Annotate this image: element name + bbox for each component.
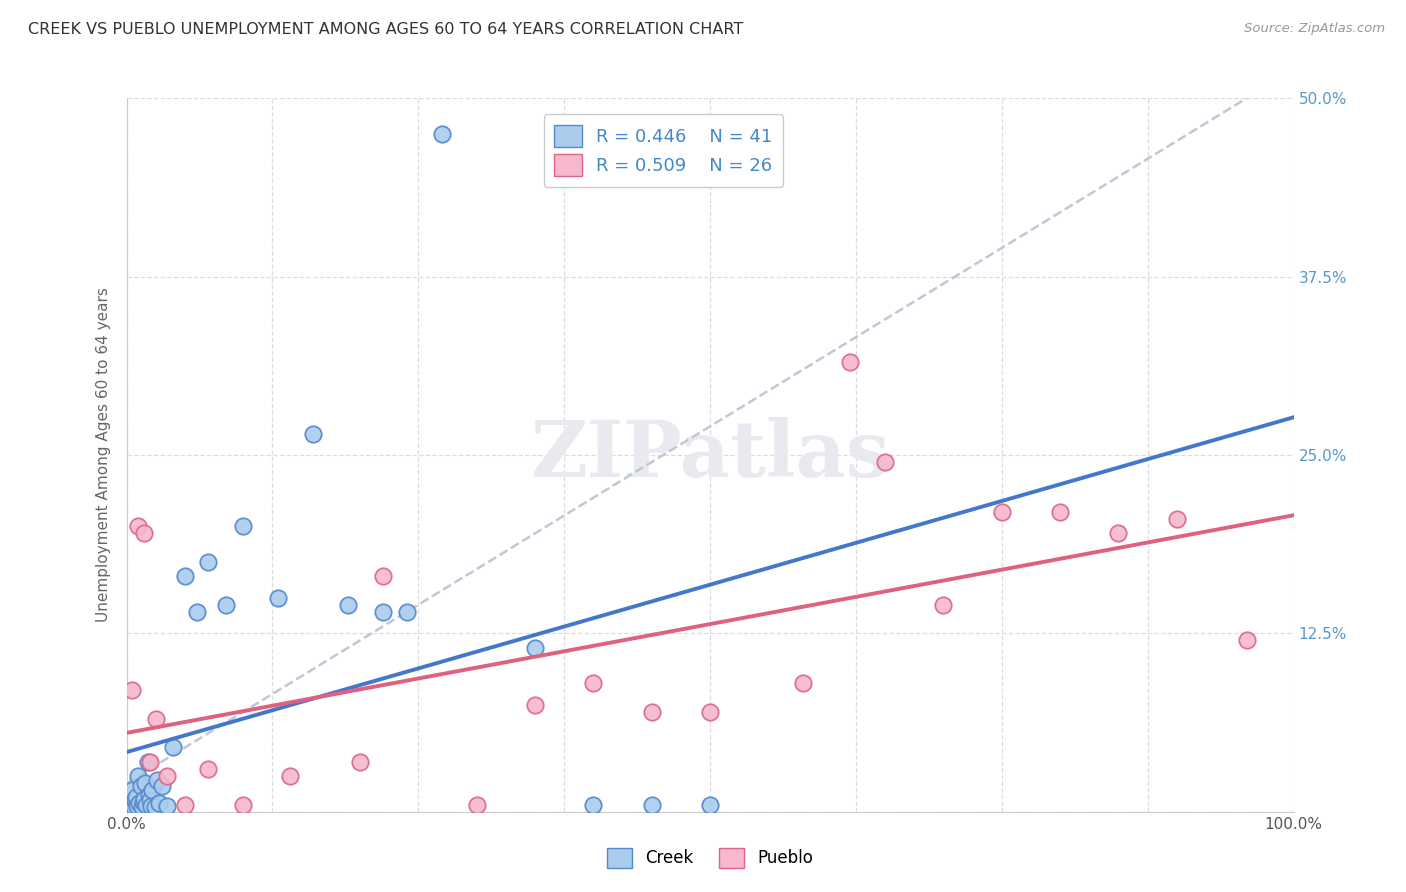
Point xyxy=(232,519,254,533)
Point xyxy=(139,755,162,769)
Point xyxy=(197,762,219,776)
Point xyxy=(373,569,395,583)
Point xyxy=(197,555,219,569)
Point xyxy=(582,797,605,812)
Point xyxy=(122,800,145,814)
Point xyxy=(430,127,453,141)
Point xyxy=(135,797,157,812)
Text: CREEK VS PUEBLO UNEMPLOYMENT AMONG AGES 60 TO 64 YEARS CORRELATION CHART: CREEK VS PUEBLO UNEMPLOYMENT AMONG AGES … xyxy=(28,22,744,37)
Point xyxy=(156,799,179,814)
Point xyxy=(150,779,173,793)
Point xyxy=(120,802,142,816)
Point xyxy=(215,598,238,612)
Point xyxy=(699,797,721,812)
Point xyxy=(141,783,163,797)
Point xyxy=(145,712,167,726)
Point xyxy=(582,676,605,690)
Point xyxy=(136,755,159,769)
Point xyxy=(186,605,208,619)
Point xyxy=(138,788,160,802)
Point xyxy=(699,705,721,719)
Point xyxy=(395,605,418,619)
Point xyxy=(1236,633,1258,648)
Point xyxy=(124,793,146,807)
Point xyxy=(524,640,547,655)
Y-axis label: Unemployment Among Ages 60 to 64 years: Unemployment Among Ages 60 to 64 years xyxy=(96,287,111,623)
Point xyxy=(1166,512,1188,526)
Point xyxy=(174,569,197,583)
Point xyxy=(278,769,301,783)
Point xyxy=(121,783,143,797)
Point xyxy=(128,796,150,810)
Point xyxy=(990,505,1012,519)
Point xyxy=(640,797,664,812)
Point xyxy=(839,355,862,369)
Point xyxy=(337,598,360,612)
Point xyxy=(132,526,155,541)
Point xyxy=(302,426,325,441)
Point xyxy=(148,796,170,810)
Point xyxy=(131,800,153,814)
Point xyxy=(156,769,179,783)
Point xyxy=(174,797,197,812)
Text: ZIPatlas: ZIPatlas xyxy=(530,417,890,493)
Point xyxy=(118,797,141,812)
Legend: Creek, Pueblo: Creek, Pueblo xyxy=(600,841,820,875)
Point xyxy=(932,598,955,612)
Point xyxy=(125,790,148,805)
Point xyxy=(373,605,395,619)
Point xyxy=(146,773,169,788)
Point xyxy=(127,519,149,533)
Point xyxy=(127,769,149,783)
Point xyxy=(1049,505,1071,519)
Point xyxy=(1108,526,1130,541)
Point xyxy=(267,591,290,605)
Point xyxy=(524,698,547,712)
Point xyxy=(640,705,664,719)
Point xyxy=(134,776,156,790)
Point xyxy=(132,792,155,806)
Point xyxy=(232,797,254,812)
Point xyxy=(125,799,148,814)
Point xyxy=(121,683,143,698)
Point xyxy=(139,799,162,814)
Point xyxy=(139,793,162,807)
Point xyxy=(132,795,155,809)
Point xyxy=(875,455,897,469)
Point xyxy=(792,676,814,690)
Point xyxy=(465,797,488,812)
Point xyxy=(143,800,166,814)
Point xyxy=(129,779,152,793)
Text: Source: ZipAtlas.com: Source: ZipAtlas.com xyxy=(1244,22,1385,36)
Point xyxy=(162,740,184,755)
Point xyxy=(349,755,371,769)
